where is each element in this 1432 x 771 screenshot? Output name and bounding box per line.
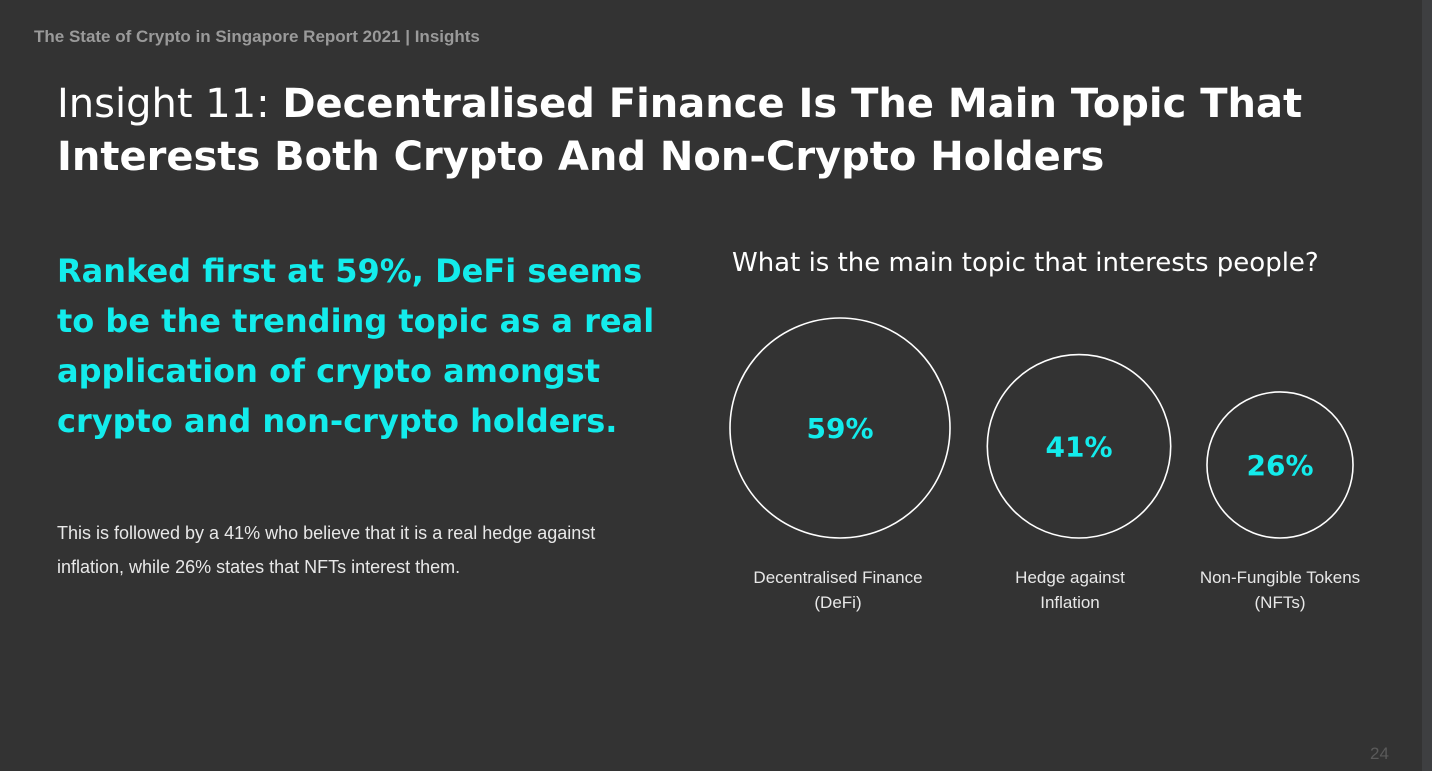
category-label: Non-Fungible Tokens xyxy=(1200,568,1360,587)
title-main: Decentralised Finance Is The Main Topic … xyxy=(57,81,1303,180)
page-title: Insight 11: Decentralised Finance Is The… xyxy=(57,78,1357,184)
value-label: 26% xyxy=(1246,449,1313,482)
body-text: This is followed by a 41% who believe th… xyxy=(57,523,596,577)
bubble xyxy=(729,317,951,539)
chart-title: What is the main topic that interests pe… xyxy=(732,248,1319,278)
scrollbar[interactable] xyxy=(1422,0,1432,771)
value-label: 41% xyxy=(1045,430,1112,463)
report-header: The State of Crypto in Singapore Report … xyxy=(34,27,480,46)
headline: Ranked first at 59%, DeFi seems to be th… xyxy=(57,252,655,440)
value-label: 59% xyxy=(806,412,873,445)
category-label: (NFTs) xyxy=(1255,593,1306,612)
category-label: (DeFi) xyxy=(814,593,861,612)
category-label: Hedge against xyxy=(1015,568,1125,587)
title-prefix: Insight 11: xyxy=(57,81,283,127)
bubble xyxy=(1206,391,1354,539)
category-label: Inflation xyxy=(1040,593,1100,612)
page-number: 24 xyxy=(1370,744,1389,763)
category-label: Decentralised Finance xyxy=(753,568,922,587)
bubble xyxy=(986,353,1172,539)
